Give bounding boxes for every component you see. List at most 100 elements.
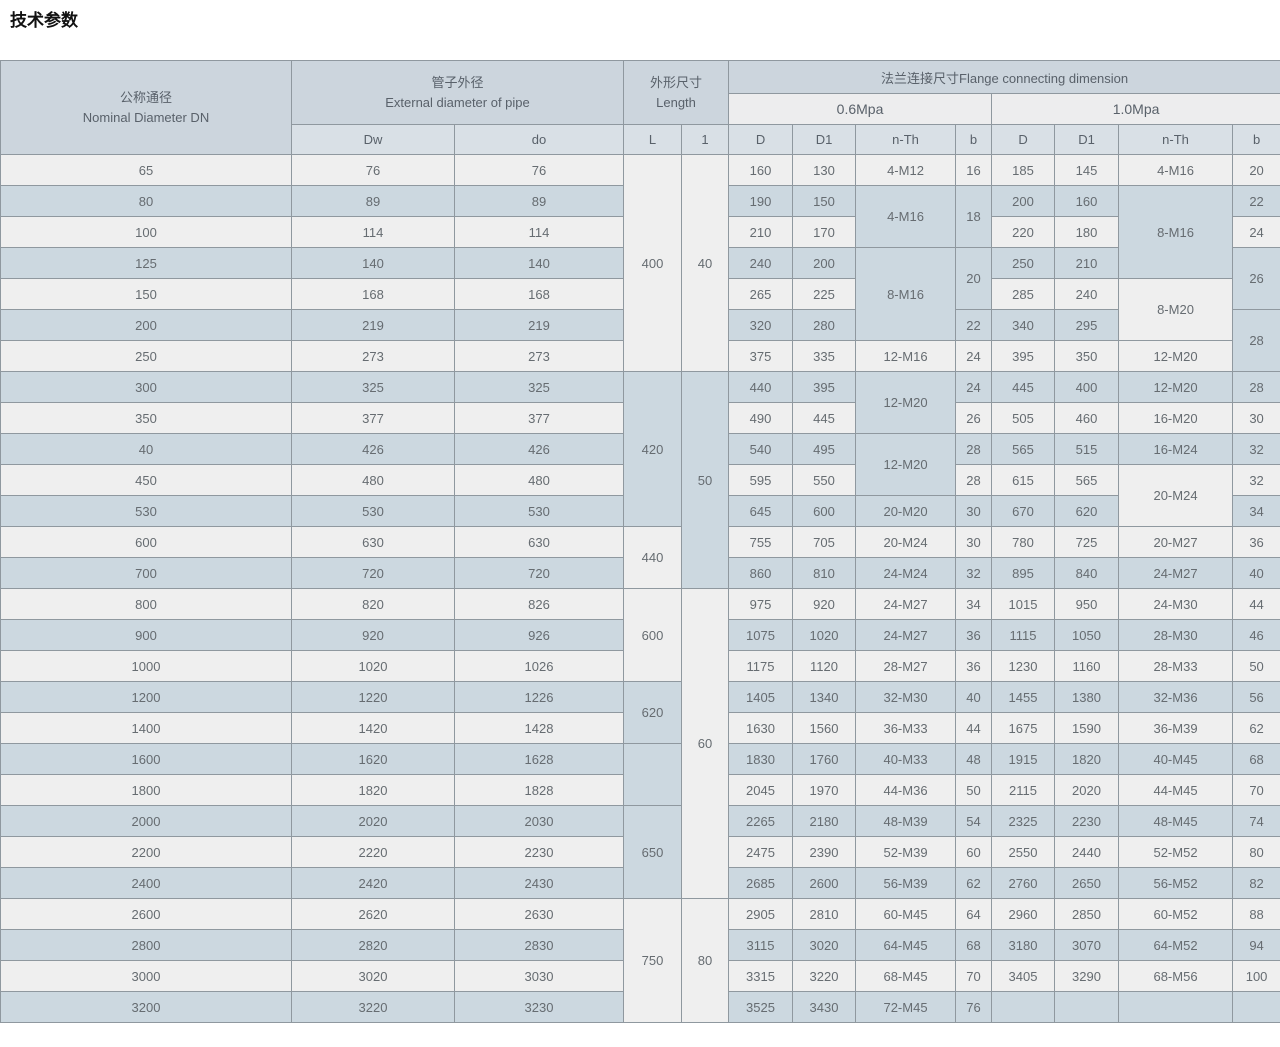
cell-l: 60 <box>682 589 729 899</box>
cell-do: 2230 <box>455 837 624 868</box>
cell-D1-06: 3220 <box>793 961 856 992</box>
cell-nTh-06: 8-M16 <box>856 248 956 341</box>
cell-do: 926 <box>455 620 624 651</box>
cell-b-10: 22 <box>1233 186 1280 217</box>
cell-b-10: 74 <box>1233 806 1280 837</box>
cell-b-06: 30 <box>956 496 992 527</box>
cell-b-06: 22 <box>956 310 992 341</box>
cell-b-10: 44 <box>1233 589 1280 620</box>
cell-D1-06: 170 <box>793 217 856 248</box>
cell-b-10: 34 <box>1233 496 1280 527</box>
cell-D1-10: 210 <box>1055 248 1119 279</box>
cell-L: 750 <box>624 899 682 1023</box>
cell-nTh-06: 32-M30 <box>856 682 956 713</box>
header-pipe-diameter: 管子外径 External diameter of pipe <box>292 61 624 125</box>
header-nominal-diameter-zh: 公称通径 <box>1 88 291 108</box>
cell-dn: 700 <box>1 558 292 589</box>
cell-D1-06: 920 <box>793 589 856 620</box>
header-col-nTh-10: n-Th <box>1119 125 1233 155</box>
cell-nTh-06: 64-M45 <box>856 930 956 961</box>
cell-D-10: 2760 <box>992 868 1055 899</box>
cell-nTh-06: 12-M20 <box>856 372 956 434</box>
cell-dn: 200 <box>1 310 292 341</box>
cell-D1-06: 225 <box>793 279 856 310</box>
cell-D1-06: 600 <box>793 496 856 527</box>
cell-dn: 3200 <box>1 992 292 1023</box>
cell-D-06: 3525 <box>729 992 793 1023</box>
cell-b-10: 46 <box>1233 620 1280 651</box>
cell-nTh-06: 20-M20 <box>856 496 956 527</box>
cell-D1-06: 280 <box>793 310 856 341</box>
cell-nTh-06: 24-M27 <box>856 620 956 651</box>
cell-nTh-10: 60-M52 <box>1119 899 1233 930</box>
cell-D-06: 975 <box>729 589 793 620</box>
cell-nTh-06: 12-M20 <box>856 434 956 496</box>
cell-dw: 76 <box>292 155 455 186</box>
cell-D-10: 670 <box>992 496 1055 527</box>
cell-dw: 168 <box>292 279 455 310</box>
cell-L <box>624 744 682 806</box>
cell-D1-10: 145 <box>1055 155 1119 186</box>
cell-nTh-10: 56-M52 <box>1119 868 1233 899</box>
cell-dw: 530 <box>292 496 455 527</box>
cell-nTh-06: 56-M39 <box>856 868 956 899</box>
cell-dw: 920 <box>292 620 455 651</box>
cell-D-10: 445 <box>992 372 1055 403</box>
cell-dn: 2400 <box>1 868 292 899</box>
cell-D-06: 1175 <box>729 651 793 682</box>
cell-D-10: 2960 <box>992 899 1055 930</box>
cell-b-06: 20 <box>956 248 992 310</box>
cell-L: 650 <box>624 806 682 899</box>
cell-do: 273 <box>455 341 624 372</box>
cell-D-10: 185 <box>992 155 1055 186</box>
cell-b-06: 34 <box>956 589 992 620</box>
cell-nTh-06: 28-M27 <box>856 651 956 682</box>
cell-dw: 720 <box>292 558 455 589</box>
cell-do: 826 <box>455 589 624 620</box>
cell-nTh-06: 4-M12 <box>856 155 956 186</box>
cell-b-06: 28 <box>956 465 992 496</box>
cell-dw: 114 <box>292 217 455 248</box>
cell-b-06: 16 <box>956 155 992 186</box>
cell-dw: 1820 <box>292 775 455 806</box>
cell-L: 620 <box>624 682 682 744</box>
cell-b-10: 40 <box>1233 558 1280 589</box>
cell-b-10: 20 <box>1233 155 1280 186</box>
cell-l: 80 <box>682 899 729 1023</box>
cell-dw: 2820 <box>292 930 455 961</box>
cell-dw: 89 <box>292 186 455 217</box>
cell-dw: 2420 <box>292 868 455 899</box>
header-length-zh: 外形尺寸 <box>624 73 728 93</box>
cell-D-06: 860 <box>729 558 793 589</box>
cell-D1-10: 950 <box>1055 589 1119 620</box>
cell-do: 2630 <box>455 899 624 930</box>
cell-dn: 1600 <box>1 744 292 775</box>
header-col-b-10: b <box>1233 125 1280 155</box>
header-pressure-10mpa: 1.0Mpa <box>992 94 1280 125</box>
cell-nTh-10: 48-M45 <box>1119 806 1233 837</box>
cell-D1-10: 1160 <box>1055 651 1119 682</box>
cell-D1-10: 2020 <box>1055 775 1119 806</box>
cell-D-06: 2685 <box>729 868 793 899</box>
cell-D-10: 1915 <box>992 744 1055 775</box>
cell-nTh-06: 52-M39 <box>856 837 956 868</box>
cell-D1-06: 1020 <box>793 620 856 651</box>
cell-do: 1628 <box>455 744 624 775</box>
cell-nTh-06: 24-M24 <box>856 558 956 589</box>
cell-nTh-06: 68-M45 <box>856 961 956 992</box>
cell-nTh-10: 16-M24 <box>1119 434 1233 465</box>
cell-dn: 800 <box>1 589 292 620</box>
cell-nTh-10 <box>1119 992 1233 1023</box>
cell-nTh-10: 12-M20 <box>1119 372 1233 403</box>
cell-L: 600 <box>624 589 682 682</box>
cell-b-10: 30 <box>1233 403 1280 434</box>
cell-b-06: 26 <box>956 403 992 434</box>
cell-L: 440 <box>624 527 682 589</box>
cell-D-10: 505 <box>992 403 1055 434</box>
cell-nTh-10: 20-M27 <box>1119 527 1233 558</box>
cell-D-06: 645 <box>729 496 793 527</box>
header-flange-dimension: 法兰连接尺寸Flange connecting dimension <box>729 61 1280 94</box>
cell-do: 630 <box>455 527 624 558</box>
